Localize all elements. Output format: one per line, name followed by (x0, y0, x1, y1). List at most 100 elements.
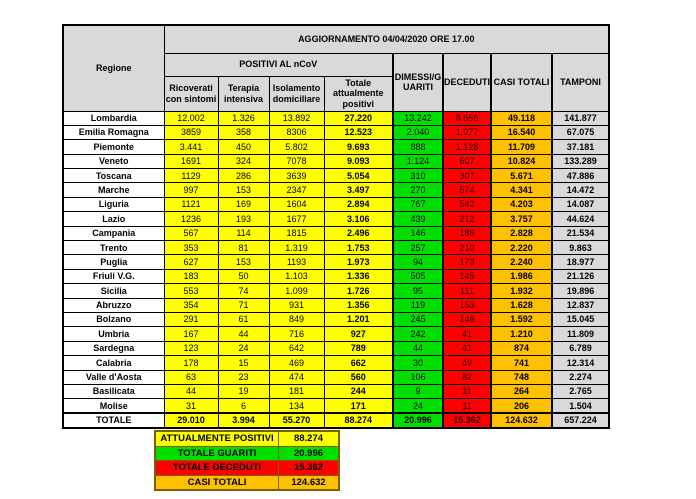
national-summary-box: ATTUALMENTE POSITIVI 88.274 TOTALE GUARITI… (154, 430, 340, 491)
cell-terapia-intensiva: 114 (217, 225, 270, 242)
cell-ricoverati-con-sintomi: 44 (163, 383, 219, 400)
cell-isolamento-domiciliare: 469 (268, 355, 325, 371)
cell-terapia-intensiva: 23 (217, 369, 270, 385)
cell-dimessi-guariti: 2.040 (392, 124, 444, 141)
cell-isolamento-domiciliare: 1.103 (268, 268, 325, 285)
cell-tamponi: 37.181 (550, 139, 610, 155)
cell-totale-attualmente-positivi: 789 (323, 340, 394, 357)
cell-tamponi: 19.896 (550, 283, 610, 299)
cell-isolamento-domiciliare: 474 (268, 369, 325, 385)
region-table-body: Lombardia 12.002 1.326 13.892 27.220 13.242 8.… (62, 110, 610, 429)
cell-ricoverati-con-sintomi: 63 (163, 369, 219, 385)
cell-casi-totali: 2.240 (490, 254, 553, 270)
cell-deceduti: 153 (442, 297, 492, 313)
summary-value: 124.632 (278, 474, 340, 491)
cell-isolamento-domiciliare: 1677 (268, 211, 325, 227)
cell-terapia-intensiva: 6 (217, 398, 270, 414)
cell-terapia-intensiva: 169 (217, 196, 270, 213)
cell-ricoverati-con-sintomi: 3859 (163, 124, 219, 141)
cell-isolamento-domiciliare: 1.319 (268, 240, 325, 256)
table-row: Liguria 1121 169 1604 2.894 767 542 4.203 14.087 (62, 196, 610, 213)
cell-totale-attualmente-positivi: 560 (323, 369, 394, 385)
cell-totale-attualmente-positivi: 1.753 (323, 240, 394, 256)
cell-casi-totali: 49.118 (490, 110, 553, 126)
cell-totale-attualmente-positivi: 927 (323, 326, 394, 342)
table-row: Molise 31 6 134 171 24 11 206 1.504 (62, 398, 610, 414)
cell-isolamento-domiciliare: 134 (268, 398, 325, 414)
cell-isolamento-domiciliare: 1604 (268, 196, 325, 213)
region-name: Valle d'Aosta (62, 369, 165, 385)
cell-ricoverati-con-sintomi: 553 (163, 283, 219, 299)
cell-ricoverati-con-sintomi: 567 (163, 225, 219, 242)
cell-dimessi-guariti: 310 (392, 168, 444, 184)
cell-dimessi-guariti: 1.124 (392, 153, 444, 170)
region-name: Umbria (62, 326, 165, 342)
region-name: Sicilia (62, 283, 165, 299)
cell-dimessi-guariti: 245 (392, 311, 444, 328)
region-name: Puglia (62, 254, 165, 270)
region-name: Veneto (62, 153, 165, 170)
cell-deceduti: 82 (442, 369, 492, 385)
cell-deceduti: 1.977 (442, 124, 492, 141)
cell-tamponi: 12.314 (550, 355, 610, 371)
summary-table: ATTUALMENTE POSITIVI 88.274 TOTALE GUARITI… (154, 430, 340, 491)
column-header-ricoverati: Ricoverati con sintomi (163, 75, 219, 112)
cell-tamponi: 12.837 (550, 297, 610, 313)
cell-totale-attualmente-positivi: 5.054 (323, 168, 394, 184)
cell-deceduti: 11 (442, 398, 492, 414)
summary-label: CASI TOTALI (154, 474, 279, 491)
table-row: Sicilia 553 74 1.099 1.726 95 111 1.932 19.896 (62, 283, 610, 299)
cell-tamponi: 133.289 (550, 153, 610, 170)
cell-deceduti: 1.128 (442, 139, 492, 155)
cell-terapia-intensiva: 19 (217, 383, 270, 400)
cell-terapia-intensiva: 450 (217, 139, 270, 155)
table-row: Umbria 167 44 716 927 242 41 1.210 11.809 (62, 326, 610, 342)
cell-dimessi-guariti: 106 (392, 369, 444, 385)
table-row: Calabria 178 15 469 662 30 49 741 12.314 (62, 355, 610, 371)
cell-casi-totali: 874 (490, 340, 553, 357)
column-header-deceduti: DECEDUTI (442, 52, 492, 112)
cell-deceduti: 607 (442, 153, 492, 170)
cell-isolamento-domiciliare: 1815 (268, 225, 325, 242)
cell-terapia-intensiva: 358 (217, 124, 270, 141)
cell-isolamento-domiciliare: 181 (268, 383, 325, 400)
cell-tamponi: 11.809 (550, 326, 610, 342)
table-row: Bolzano 291 61 849 1.201 245 146 1.592 15.045 (62, 311, 610, 328)
cell-dimessi-guariti: 13.242 (392, 110, 444, 126)
cell-dimessi-guariti: 44 (392, 340, 444, 357)
cell-ricoverati-con-sintomi: 997 (163, 182, 219, 198)
column-header-tamponi: TAMPONI (550, 52, 610, 112)
cell-ricoverati-con-sintomi: 3.441 (163, 139, 219, 155)
cell-isolamento-domiciliare: 5.802 (268, 139, 325, 155)
table-row: Basilicata 44 19 181 244 9 11 264 2.765 (62, 383, 610, 400)
cell-casi-totali: 4.203 (490, 196, 553, 213)
cell-isolamento-domiciliare: 3639 (268, 168, 325, 184)
cell-casi-totali: 4.341 (490, 182, 553, 198)
region-name: Bolzano (62, 311, 165, 328)
summary-value: 88.274 (278, 430, 340, 447)
table-row: Marche 997 153 2347 3.497 270 574 4.341 14.472 (62, 182, 610, 198)
cell-dimessi-guariti: 505 (392, 268, 444, 285)
region-name: Sardegna (62, 340, 165, 357)
cell-totale-attualmente-positivi: 1.726 (323, 283, 394, 299)
cell-terapia-intensiva: 153 (217, 182, 270, 198)
region-name: Toscana (62, 168, 165, 184)
cell-ricoverati-con-sintomi: 29.010 (163, 412, 219, 429)
cell-dimessi-guariti: 242 (392, 326, 444, 342)
cell-ricoverati-con-sintomi: 291 (163, 311, 219, 328)
cell-deceduti: 49 (442, 355, 492, 371)
cell-terapia-intensiva: 193 (217, 211, 270, 227)
cell-totale-attualmente-positivi: 9.093 (323, 153, 394, 170)
table-row: Valle d'Aosta 63 23 474 560 106 82 748 2.274 (62, 369, 610, 385)
table-row: Sardegna 123 24 642 789 44 41 874 6.789 (62, 340, 610, 357)
cell-totale-attualmente-positivi: 1.356 (323, 297, 394, 313)
region-name: Campania (62, 225, 165, 242)
cell-deceduti: 542 (442, 196, 492, 213)
table-title: AGGIORNAMENTO 04/04/2020 ORE 17.00 (163, 24, 610, 54)
cell-ricoverati-con-sintomi: 627 (163, 254, 219, 270)
cell-terapia-intensiva: 15 (217, 355, 270, 371)
cell-dimessi-guariti: 439 (392, 211, 444, 227)
total-row: TOTALE 29.010 3.994 55.270 88.274 20.996 15.36… (62, 412, 610, 429)
cell-casi-totali: 741 (490, 355, 553, 371)
summary-value: 20.996 (278, 445, 340, 461)
